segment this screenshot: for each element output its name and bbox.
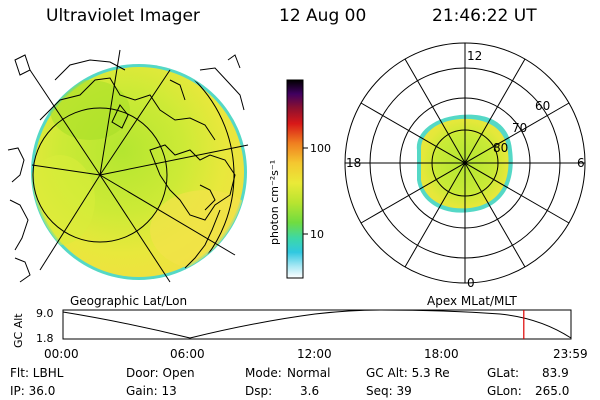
color-bar: 100 10 photon cm⁻²s⁻¹ [268, 79, 331, 279]
dsp-value: 3.6 [300, 384, 320, 398]
gain-info: Gain: 13 [126, 384, 177, 398]
time-tick-2359: 23:59 [553, 347, 588, 361]
sequence-info: Seq: 39 [366, 384, 412, 398]
glon-label: GLon: [487, 384, 522, 398]
glat-value: 83.9 [542, 366, 569, 380]
mlt-label-12: 12 [467, 49, 482, 63]
altitude-ytick-top: 9.0 [36, 307, 54, 320]
mlat-label-60: 60 [535, 99, 550, 113]
mlt-label-18: 18 [346, 156, 361, 170]
filter-info: Flt: LBHL [10, 366, 64, 380]
altitude-curve [62, 309, 572, 339]
mlat-label-80: 80 [493, 141, 508, 155]
left-map-label: Geographic Lat/Lon [70, 294, 188, 308]
gc-altitude-info: GC Alt: 5.3 Re [366, 366, 450, 380]
right-map-label: Apex MLat/MLT [427, 294, 517, 308]
time-tick-1200: 12:00 [297, 347, 332, 361]
glat-label: GLat: [487, 366, 520, 380]
mode-label: Mode: [245, 366, 282, 380]
mode-value: Normal [287, 366, 331, 380]
colorbar-unit-label: photon cm⁻²s⁻¹ [268, 160, 281, 245]
time-tick-0000: 00:00 [44, 347, 79, 361]
polar-plot: 12 18 6 0 60 70 80 [344, 42, 586, 290]
mlt-label-0: 0 [467, 276, 475, 290]
time-tick-0600: 06:00 [170, 347, 205, 361]
coastlines [7, 54, 245, 283]
observation-time: 21:46:22 UT [432, 6, 537, 26]
glon-value: 265.0 [535, 384, 570, 398]
time-tick-1800: 18:00 [424, 347, 459, 361]
mlat-label-70: 70 [512, 121, 527, 135]
instrument-title: Ultraviolet Imager [46, 6, 200, 26]
geographic-image [7, 49, 249, 283]
colorbar-tick-10: 10 [310, 228, 324, 241]
altitude-ytick-bottom: 1.8 [36, 332, 54, 345]
colorbar-tick-100: 100 [310, 142, 331, 155]
polar-grid [344, 42, 586, 284]
dsp-label: Dsp: [245, 384, 273, 398]
altitude-frame [62, 309, 572, 340]
altitude-plot: GC Alt 9.0 1.8 [12, 307, 572, 348]
ip-info: IP: 36.0 [10, 384, 56, 398]
mlt-label-6: 6 [577, 156, 585, 170]
observation-date: 12 Aug 00 [279, 6, 367, 26]
latlon-grid [29, 49, 249, 283]
altitude-ylabel: GC Alt [12, 313, 25, 348]
door-info: Door: Open [126, 366, 195, 380]
